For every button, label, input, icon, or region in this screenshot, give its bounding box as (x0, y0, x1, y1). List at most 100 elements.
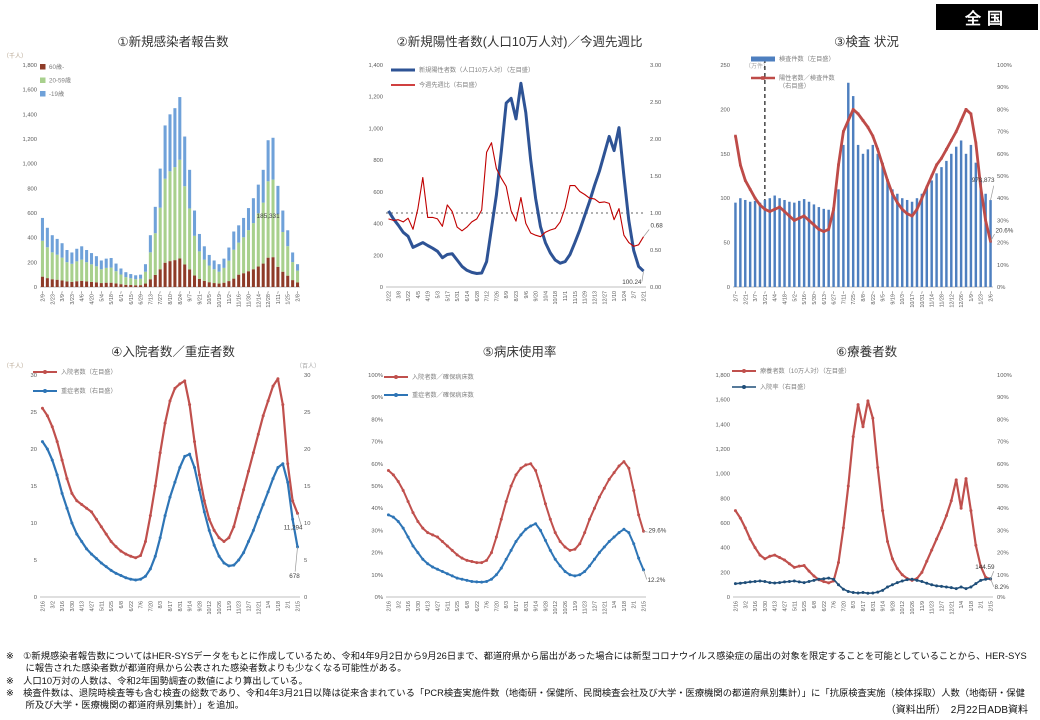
svg-text:8/3: 8/3 (158, 601, 164, 609)
svg-text:9/14: 9/14 (881, 601, 887, 612)
svg-text:3/16: 3/16 (406, 601, 412, 612)
svg-text:400: 400 (27, 236, 37, 242)
svg-text:8/17: 8/17 (168, 601, 174, 612)
svg-text:9/6: 9/6 (524, 291, 530, 299)
svg-text:8/9: 8/9 (504, 291, 510, 299)
svg-text:5/11: 5/11 (99, 601, 105, 611)
svg-text:3/8: 3/8 (396, 291, 402, 299)
svg-text:0: 0 (727, 285, 730, 291)
svg-text:11/9: 11/9 (573, 601, 579, 611)
svg-text:10/26: 10/26 (910, 601, 916, 615)
svg-text:7/20: 7/20 (841, 601, 847, 612)
svg-text:12/13: 12/13 (592, 291, 598, 305)
svg-text:6/8: 6/8 (119, 601, 125, 609)
svg-text:7/12: 7/12 (485, 291, 491, 302)
svg-text:30: 30 (31, 373, 37, 379)
chart-hospitalized-severe-canvas: 0 5 10 15 20 25 30 0 5 10 15 20 25 30 （千人） （百人） 2/16 3/2 3… (0, 359, 346, 647)
svg-text:8.2%: 8.2% (995, 584, 1010, 591)
svg-text:（千人）: （千人） (3, 362, 27, 370)
svg-text:新規陽性者数（人口10万人対）（左目盛）: 新規陽性者数（人口10万人対）（左目盛） (419, 66, 534, 74)
svg-text:100%: 100% (368, 373, 383, 379)
svg-text:200: 200 (720, 570, 730, 576)
svg-text:12/21: 12/21 (602, 601, 608, 615)
svg-text:9/7~: 9/7~ (188, 291, 194, 302)
svg-text:3/21~: 3/21~ (763, 291, 769, 305)
svg-text:1/18: 1/18 (969, 601, 975, 612)
svg-text:6/8: 6/8 (465, 601, 471, 609)
svg-text:100%: 100% (997, 373, 1012, 379)
svg-text:100.24: 100.24 (622, 279, 642, 286)
svg-text:10/26: 10/26 (563, 601, 569, 615)
svg-text:12/21: 12/21 (256, 601, 262, 615)
svg-text:6/29~: 6/29~ (139, 291, 145, 305)
svg-text:療養者数（10万人対）（左目盛）: 療養者数（10万人対）（左目盛） (760, 367, 850, 375)
svg-text:3.00: 3.00 (650, 63, 661, 69)
svg-text:6/8: 6/8 (812, 601, 818, 609)
svg-text:60%: 60% (997, 152, 1009, 158)
svg-text:10: 10 (304, 521, 310, 527)
svg-text:9/14: 9/14 (534, 601, 540, 612)
svg-text:2/15: 2/15 (642, 601, 648, 612)
svg-text:2/21: 2/21 (642, 291, 648, 302)
svg-text:10%: 10% (371, 573, 383, 579)
svg-text:1,400: 1,400 (22, 112, 37, 118)
svg-text:9/21~: 9/21~ (197, 291, 203, 305)
svg-text:11/2~: 11/2~ (227, 291, 233, 304)
svg-text:20%: 20% (371, 551, 383, 557)
svg-text:3/7~: 3/7~ (753, 291, 759, 302)
svg-text:10%: 10% (997, 573, 1009, 579)
svg-text:10/5~: 10/5~ (207, 291, 213, 305)
charts-grid: ①新規感染者報告数 0 200 400 600 800 1,000 1,200 1,400 1,… (0, 28, 1040, 648)
svg-text:12/7: 12/7 (592, 601, 598, 612)
svg-text:7/11~: 7/11~ (841, 291, 847, 304)
svg-text:7/6: 7/6 (139, 601, 145, 609)
svg-text:11/23: 11/23 (930, 601, 936, 614)
svg-text:1,400: 1,400 (715, 422, 730, 428)
svg-text:重症者数（右目盛）: 重症者数（右目盛） (61, 387, 117, 395)
svg-text:3/30: 3/30 (70, 601, 76, 612)
svg-text:20.6%: 20.6% (996, 227, 1014, 234)
svg-text:（千人）: （千人） (3, 52, 27, 60)
svg-text:5/16~: 5/16~ (802, 291, 808, 305)
svg-text:1,800: 1,800 (22, 63, 37, 69)
svg-text:8/17: 8/17 (514, 601, 520, 612)
svg-text:144.59: 144.59 (975, 564, 995, 571)
svg-text:9/28: 9/28 (543, 601, 549, 612)
svg-text:600: 600 (720, 521, 730, 527)
svg-text:入院者数／確保病床数: 入院者数／確保病床数 (412, 373, 475, 381)
svg-text:10/12: 10/12 (207, 601, 213, 615)
svg-text:8/31: 8/31 (524, 601, 530, 612)
svg-text:2/8~: 2/8~ (296, 291, 302, 302)
svg-text:200: 200 (720, 107, 730, 113)
svg-text:8/31: 8/31 (871, 601, 877, 612)
svg-text:4/19: 4/19 (426, 291, 432, 302)
svg-text:2/7: 2/7 (632, 291, 638, 299)
svg-text:1,000: 1,000 (368, 126, 383, 132)
svg-text:60%: 60% (371, 462, 383, 468)
svg-text:3/30: 3/30 (763, 601, 769, 612)
svg-text:20-59歳: 20-59歳 (49, 77, 71, 85)
svg-text:重症者数／確保病床数: 重症者数／確保病床数 (412, 391, 475, 399)
chart-title: ⑥療養者数 (835, 345, 898, 359)
svg-text:15: 15 (31, 484, 37, 490)
source-note: （資料出所） 2月22日ADB資料 (885, 705, 1028, 716)
svg-text:5/25: 5/25 (802, 601, 808, 612)
svg-text:9/14: 9/14 (188, 601, 194, 612)
svg-text:11/28~: 11/28~ (939, 291, 945, 307)
svg-text:12/14~: 12/14~ (256, 291, 262, 308)
svg-text:1/25~: 1/25~ (286, 291, 292, 305)
footnote-2: ※ 人口10万対の人数は、令和2年国勢調査の数値により算出している。 (6, 675, 308, 686)
svg-text:2/1: 2/1 (286, 601, 292, 609)
svg-text:1,000: 1,000 (715, 472, 730, 478)
svg-text:800: 800 (720, 496, 730, 502)
svg-text:200: 200 (27, 260, 37, 266)
svg-text:4/20~: 4/20~ (90, 291, 96, 305)
svg-text:4/13: 4/13 (426, 601, 432, 612)
svg-text:600: 600 (27, 211, 37, 217)
svg-text:7/6: 7/6 (832, 601, 838, 609)
svg-text:6/14: 6/14 (465, 291, 471, 302)
svg-text:11,294: 11,294 (284, 524, 303, 531)
svg-text:12/27: 12/27 (602, 291, 608, 305)
region-label: 全国 (936, 4, 1038, 30)
svg-text:4/18~: 4/18~ (783, 291, 789, 305)
